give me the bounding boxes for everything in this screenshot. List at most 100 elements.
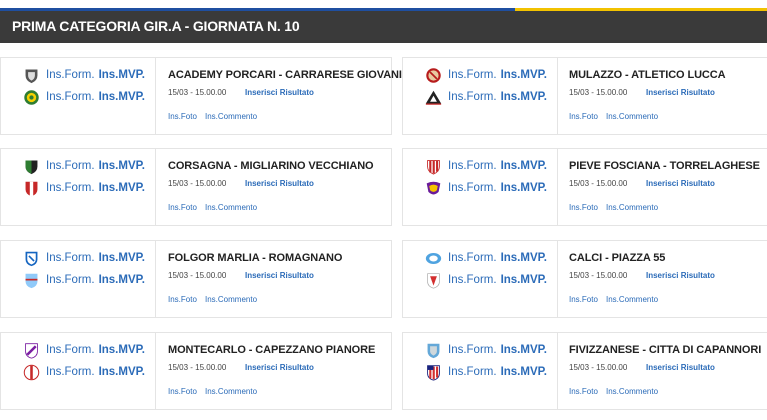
insert-formation-link[interactable]: Ins.Form. <box>46 366 95 378</box>
match-title[interactable]: MONTECARLO - CAPEZZANO PIANORE <box>168 344 376 356</box>
insert-formation-link[interactable]: Ins.Form. <box>448 182 497 194</box>
insert-formation-link[interactable]: Ins.Form. <box>46 160 95 172</box>
home-team-row: Ins.Form. Ins.MVP. <box>425 249 547 267</box>
team-links-panel: Ins.Form. Ins.MVP. Ins.Form. Ins.MVP. <box>1 333 156 409</box>
insert-mvp-link[interactable]: Ins.MVP. <box>98 366 146 378</box>
insert-result-link[interactable]: Inserisci Risultato <box>245 179 314 188</box>
insert-formation-link[interactable]: Ins.Form. <box>448 366 497 378</box>
insert-formation-link[interactable]: Ins.Form. <box>46 274 95 286</box>
away-team-row: Ins.Form. Ins.MVP. <box>23 363 145 381</box>
insert-comment-link[interactable]: Ins.Commento <box>205 112 258 121</box>
match-title[interactable]: ACADEMY PORCARI - CARRARESE GIOVANI <box>168 69 402 81</box>
insert-formation-link[interactable]: Ins.Form. <box>448 274 497 286</box>
insert-mvp-link[interactable]: Ins.MVP. <box>98 91 146 103</box>
section-header: PRIMA CATEGORIA GIR.A - GIORNATA N. 10 <box>0 11 767 43</box>
insert-comment-link[interactable]: Ins.Commento <box>205 295 258 304</box>
match-title[interactable]: PIEVE FOSCIANA - TORRELAGHESE <box>569 160 760 172</box>
shield-yellow-green-icon <box>24 89 39 105</box>
insert-result-link[interactable]: Inserisci Risultato <box>646 88 715 97</box>
insert-mvp-link[interactable]: Ins.MVP. <box>98 69 146 81</box>
shield-lightblue-grey-icon <box>427 343 440 358</box>
insert-result-link[interactable]: Inserisci Risultato <box>646 271 715 280</box>
insert-formation-link[interactable]: Ins.Form. <box>46 69 95 81</box>
insert-comment-link[interactable]: Ins.Commento <box>205 203 258 212</box>
insert-mvp-link[interactable]: Ins.MVP. <box>500 344 548 356</box>
match-datetime: 15/03 - 15.00.00 <box>168 88 227 97</box>
match-title[interactable]: CALCI - PIAZZA 55 <box>569 252 666 264</box>
shield-red-white-stripes-icon <box>427 364 440 381</box>
away-team-row: Ins.Form. Ins.MVP. <box>425 88 547 106</box>
insert-formation-link[interactable]: Ins.Form. <box>46 182 95 194</box>
away-team-row: Ins.Form. Ins.MVP. <box>23 179 145 197</box>
accent-bar-blue <box>0 8 515 11</box>
insert-photo-link[interactable]: Ins.Foto <box>569 112 598 121</box>
match-title[interactable]: FIVIZZANESE - CITTA DI CAPANNORI <box>569 344 762 356</box>
match-datetime: 15/03 - 15.00.00 <box>569 271 628 280</box>
match-datetime: 15/03 - 15.00.00 <box>168 271 227 280</box>
match-title[interactable]: FOLGOR MARLIA - ROMAGNANO <box>168 252 343 264</box>
insert-comment-link[interactable]: Ins.Commento <box>606 387 659 396</box>
team-links-panel: Ins.Form. Ins.MVP. Ins.Form. Ins.MVP. <box>403 58 558 134</box>
home-team-row: Ins.Form. Ins.MVP. <box>425 341 547 359</box>
insert-photo-link[interactable]: Ins.Foto <box>569 203 598 212</box>
match-card: Ins.Form. Ins.MVP. Ins.Form. Ins.MVP. CORS… <box>0 148 392 226</box>
match-card: Ins.Form. Ins.MVP. Ins.Form. Ins.MVP. MULA… <box>402 57 767 135</box>
insert-formation-link[interactable]: Ins.Form. <box>448 344 497 356</box>
insert-mvp-link[interactable]: Ins.MVP. <box>500 366 548 378</box>
shield-red-stripes-icon <box>427 159 440 175</box>
insert-mvp-link[interactable]: Ins.MVP. <box>98 182 146 194</box>
insert-result-link[interactable]: Inserisci Risultato <box>646 179 715 188</box>
team-links-panel: Ins.Form. Ins.MVP. Ins.Form. Ins.MVP. <box>403 241 558 317</box>
shield-green-black-icon <box>25 160 38 174</box>
insert-result-link[interactable]: Inserisci Risultato <box>245 271 314 280</box>
match-card: Ins.Form. Ins.MVP. Ins.Form. Ins.MVP. PIEV… <box>402 148 767 226</box>
away-team-row: Ins.Form. Ins.MVP. <box>23 271 145 289</box>
crest-red-white-round-icon <box>23 364 40 380</box>
insert-formation-link[interactable]: Ins.Form. <box>46 91 95 103</box>
insert-mvp-link[interactable]: Ins.MVP. <box>500 252 548 264</box>
insert-comment-link[interactable]: Ins.Commento <box>205 387 258 396</box>
home-team-row: Ins.Form. Ins.MVP. <box>23 66 145 84</box>
insert-mvp-link[interactable]: Ins.MVP. <box>500 69 548 81</box>
match-title[interactable]: MULAZZO - ATLETICO LUCCA <box>569 69 726 81</box>
insert-photo-link[interactable]: Ins.Foto <box>569 387 598 396</box>
insert-photo-link[interactable]: Ins.Foto <box>168 295 197 304</box>
insert-result-link[interactable]: Inserisci Risultato <box>245 88 314 97</box>
match-title[interactable]: CORSAGNA - MIGLIARINO VECCHIANO <box>168 160 374 172</box>
insert-photo-link[interactable]: Ins.Foto <box>168 203 197 212</box>
insert-photo-link[interactable]: Ins.Foto <box>569 295 598 304</box>
shield-lightblue-icon <box>25 273 38 288</box>
insert-comment-link[interactable]: Ins.Commento <box>606 112 659 121</box>
insert-formation-link[interactable]: Ins.Form. <box>448 160 497 172</box>
insert-mvp-link[interactable]: Ins.MVP. <box>500 160 548 172</box>
shield-blue-white-icon <box>25 251 38 266</box>
insert-photo-link[interactable]: Ins.Foto <box>168 387 197 396</box>
insert-comment-link[interactable]: Ins.Commento <box>606 295 659 304</box>
match-datetime: 15/03 - 15.00.00 <box>168 363 227 372</box>
home-team-row: Ins.Form. Ins.MVP. <box>425 157 547 175</box>
shield-purple-white-icon <box>25 342 38 359</box>
crest-lightblue-icon <box>425 252 442 264</box>
insert-mvp-link[interactable]: Ins.MVP. <box>98 274 146 286</box>
match-card: Ins.Form. Ins.MVP. Ins.Form. Ins.MVP. ACAD… <box>0 57 402 135</box>
insert-mvp-link[interactable]: Ins.MVP. <box>500 182 548 194</box>
insert-mvp-link[interactable]: Ins.MVP. <box>500 274 548 286</box>
insert-mvp-link[interactable]: Ins.MVP. <box>500 91 548 103</box>
shield-red-white-icon <box>427 272 440 289</box>
insert-formation-link[interactable]: Ins.Form. <box>46 252 95 264</box>
insert-formation-link[interactable]: Ins.Form. <box>448 91 497 103</box>
insert-mvp-link[interactable]: Ins.MVP. <box>98 344 146 356</box>
away-team-row: Ins.Form. Ins.MVP. <box>425 179 547 197</box>
insert-comment-link[interactable]: Ins.Commento <box>606 203 659 212</box>
insert-mvp-link[interactable]: Ins.MVP. <box>98 252 146 264</box>
match-datetime: 15/03 - 15.00.00 <box>168 179 227 188</box>
home-team-row: Ins.Form. Ins.MVP. <box>23 249 145 267</box>
insert-formation-link[interactable]: Ins.Form. <box>448 69 497 81</box>
insert-formation-link[interactable]: Ins.Form. <box>46 344 95 356</box>
insert-mvp-link[interactable]: Ins.MVP. <box>98 160 146 172</box>
insert-formation-link[interactable]: Ins.Form. <box>448 252 497 264</box>
team-links-panel: Ins.Form. Ins.MVP. Ins.Form. Ins.MVP. <box>1 149 156 225</box>
insert-result-link[interactable]: Inserisci Risultato <box>646 363 715 372</box>
insert-photo-link[interactable]: Ins.Foto <box>168 112 197 121</box>
insert-result-link[interactable]: Inserisci Risultato <box>245 363 314 372</box>
